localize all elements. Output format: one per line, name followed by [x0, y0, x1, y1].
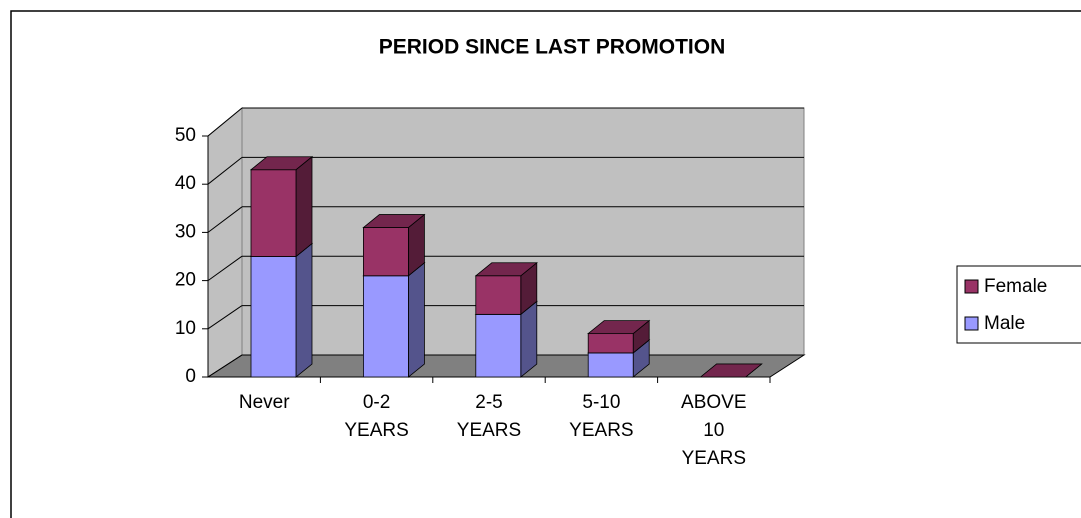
bar: [587, 333, 634, 354]
bar: [362, 275, 409, 378]
bar-top: [699, 363, 763, 378]
bar: [362, 227, 409, 277]
legend-label: Female: [984, 276, 1047, 297]
bar: [250, 169, 297, 257]
grid-line: [207, 157, 243, 185]
y-tick-label: 40: [175, 173, 196, 194]
bar: [475, 313, 522, 378]
x-tick-label: 0-2 YEARS: [344, 392, 409, 441]
y-tick-label: 10: [175, 318, 196, 339]
y-tick-label: 20: [175, 270, 196, 291]
side-wall: [207, 106, 243, 378]
grid-line: [207, 305, 243, 330]
bar-top: [587, 320, 651, 335]
x-tick-label: ABOVE 10 YEARS: [681, 392, 747, 469]
grid-line: [207, 255, 243, 282]
bar: [250, 256, 297, 378]
grid-line: [207, 206, 243, 233]
bar-side: [407, 261, 425, 378]
x-tick-label: 5-10 YEARS: [569, 392, 634, 441]
legend-label: Male: [984, 313, 1025, 334]
x-tick-label: 2-5 YEARS: [456, 392, 522, 441]
bar: [587, 352, 634, 378]
y-tick-label: 0: [185, 366, 196, 387]
x-tick-label: Never: [238, 392, 290, 413]
y-tick-label: 50: [175, 125, 196, 146]
bar-side: [295, 242, 313, 378]
grid-line: [207, 107, 243, 137]
bar: [475, 275, 522, 315]
bar-top: [474, 262, 538, 277]
bar-top: [249, 156, 314, 171]
chart-title: PERIOD SINCE LAST PROMOTION: [379, 36, 726, 59]
legend-swatch: [964, 279, 979, 294]
grid-line: [207, 354, 243, 378]
bar-top: [362, 214, 426, 228]
bar-side: [295, 155, 313, 258]
y-tick-label: 30: [175, 221, 196, 242]
legend-swatch: [964, 316, 979, 331]
